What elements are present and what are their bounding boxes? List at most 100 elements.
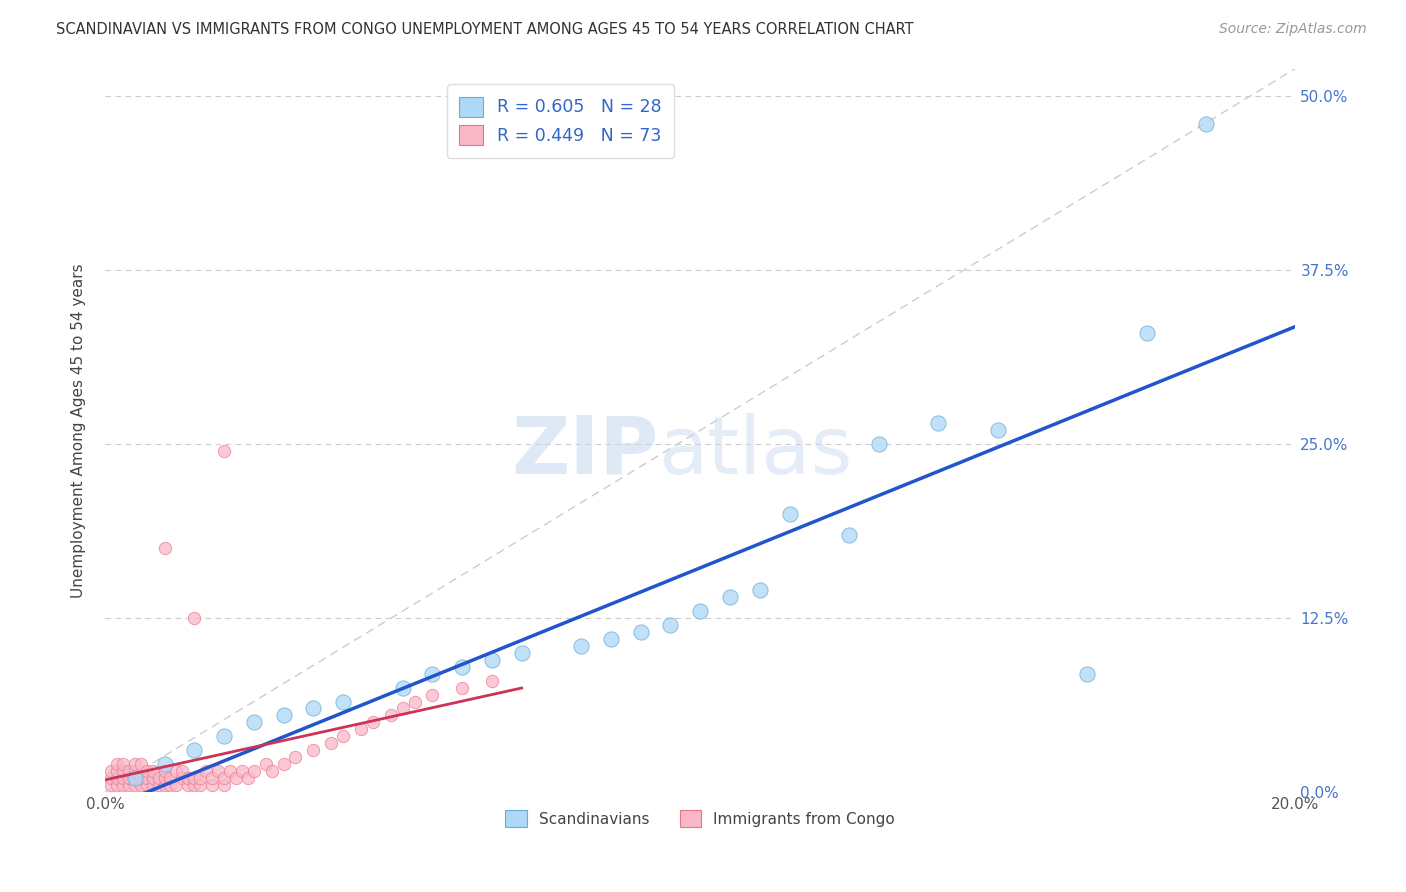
Point (148, 778, 170, 792)
Point (153, 771, 176, 785)
Point (142, 764, 165, 778)
Point (630, 624, 652, 639)
Point (100, 778, 122, 792)
Point (177, 771, 200, 785)
Point (153, 757, 176, 772)
Point (451, 681, 474, 695)
Point (201, 778, 224, 792)
Point (212, 778, 235, 792)
Text: Source: ZipAtlas.com: Source: ZipAtlas.com (1219, 22, 1367, 37)
Point (321, 736, 343, 750)
Point (188, 771, 211, 785)
Point (124, 764, 146, 778)
Point (689, 604, 711, 618)
Text: atlas: atlas (658, 413, 853, 491)
Point (659, 618, 682, 632)
Point (779, 507, 801, 521)
Point (129, 771, 152, 785)
Point (260, 764, 283, 778)
Point (350, 723, 373, 737)
Legend: Scandinavians, Immigrants from Congo: Scandinavians, Immigrants from Congo (498, 802, 903, 835)
Point (148, 771, 170, 785)
Point (1076, 666, 1098, 681)
Point (153, 778, 176, 792)
Point (159, 778, 181, 792)
Point (172, 764, 194, 778)
Point (129, 757, 152, 772)
Point (422, 666, 444, 681)
Point (195, 764, 218, 778)
Point (243, 715, 266, 730)
Y-axis label: Unemployment Among Ages 45 to 54 years: Unemployment Among Ages 45 to 54 years (72, 263, 86, 598)
Point (105, 764, 128, 778)
Point (165, 764, 187, 778)
Point (380, 708, 402, 723)
Point (105, 771, 128, 785)
Point (302, 743, 325, 757)
Point (111, 757, 134, 772)
Point (124, 771, 146, 785)
Point (105, 778, 128, 792)
Point (236, 771, 259, 785)
Point (868, 437, 890, 451)
Point (212, 444, 235, 458)
Point (391, 681, 413, 695)
Point (118, 771, 141, 785)
Point (718, 590, 741, 604)
Point (153, 764, 176, 778)
Point (111, 778, 134, 792)
Point (135, 771, 157, 785)
Point (600, 632, 623, 646)
Point (135, 764, 157, 778)
Point (111, 771, 134, 785)
Point (118, 778, 141, 792)
Point (254, 757, 277, 772)
Point (183, 771, 205, 785)
Point (100, 764, 122, 778)
Point (404, 694, 426, 708)
Point (273, 757, 295, 772)
Point (153, 541, 176, 556)
Point (212, 771, 235, 785)
Point (987, 423, 1010, 437)
Point (225, 771, 247, 785)
Point (748, 583, 770, 598)
Point (129, 778, 152, 792)
Text: ZIP: ZIP (512, 413, 658, 491)
Point (105, 757, 128, 772)
Point (183, 778, 205, 792)
Point (135, 778, 157, 792)
Point (510, 646, 533, 660)
Point (159, 771, 181, 785)
Point (219, 764, 242, 778)
Point (927, 417, 949, 431)
Point (838, 527, 860, 541)
Point (183, 743, 205, 757)
Point (188, 778, 211, 792)
Point (361, 715, 384, 730)
Point (481, 653, 503, 667)
Point (1136, 326, 1159, 340)
Point (451, 659, 474, 673)
Point (111, 764, 134, 778)
Point (284, 750, 307, 764)
Point (332, 694, 354, 708)
Point (183, 611, 205, 625)
Point (569, 639, 592, 653)
Point (207, 764, 229, 778)
Point (231, 764, 253, 778)
Point (273, 708, 295, 723)
Point (212, 729, 235, 743)
Point (422, 688, 444, 702)
Point (391, 701, 413, 715)
Point (124, 771, 146, 785)
Point (1195, 117, 1218, 131)
Text: SCANDINAVIAN VS IMMIGRANTS FROM CONGO UNEMPLOYMENT AMONG AGES 45 TO 54 YEARS COR: SCANDINAVIAN VS IMMIGRANTS FROM CONGO UN… (56, 22, 914, 37)
Point (201, 771, 224, 785)
Point (142, 778, 165, 792)
Point (177, 778, 200, 792)
Point (124, 757, 146, 772)
Point (142, 771, 165, 785)
Point (165, 778, 187, 792)
Point (172, 771, 194, 785)
